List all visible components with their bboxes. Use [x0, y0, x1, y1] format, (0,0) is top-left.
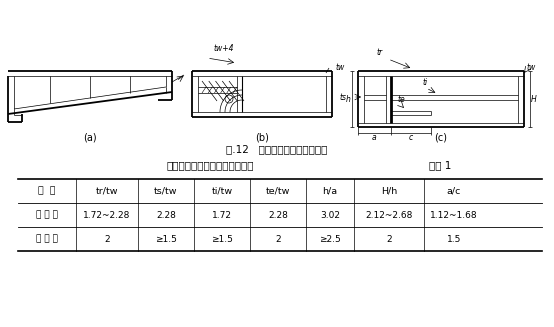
Text: te: te	[398, 95, 406, 104]
Text: tw: tw	[336, 62, 345, 72]
Text: 突变截面处各几何参数的优化解: 突变截面处各几何参数的优化解	[166, 160, 254, 170]
Text: 1.12~1.68: 1.12~1.68	[430, 211, 478, 219]
Text: 附表 1: 附表 1	[429, 160, 451, 170]
Text: te/tw: te/tw	[266, 186, 290, 196]
Text: ≥2.5: ≥2.5	[319, 234, 341, 244]
Text: 图.12   变截面吊车梁的端部节点: 图.12 变截面吊车梁的端部节点	[227, 144, 327, 154]
Text: ≥1.5: ≥1.5	[155, 234, 177, 244]
Text: H/h: H/h	[381, 186, 397, 196]
Text: (a): (a)	[83, 132, 97, 142]
Text: ti: ti	[423, 78, 428, 87]
Text: 参  数: 参 数	[38, 186, 56, 196]
Text: h: h	[346, 95, 351, 104]
Text: 2.28: 2.28	[156, 211, 176, 219]
Text: 1.72~2.28: 1.72~2.28	[83, 211, 131, 219]
Text: 建 议 值: 建 议 值	[36, 234, 58, 244]
Text: tw+4: tw+4	[214, 44, 234, 53]
Text: H: H	[531, 95, 537, 104]
Text: a/c: a/c	[447, 186, 461, 196]
Text: ts/tw: ts/tw	[154, 186, 178, 196]
Text: 2.12~2.68: 2.12~2.68	[365, 211, 413, 219]
Text: (c): (c)	[434, 132, 448, 142]
Text: tw: tw	[527, 62, 536, 72]
Text: ti/tw: ti/tw	[212, 186, 233, 196]
Text: 2: 2	[386, 234, 392, 244]
Text: 2.28: 2.28	[268, 211, 288, 219]
Text: 2: 2	[275, 234, 281, 244]
Text: 优 化 解: 优 化 解	[36, 211, 58, 219]
Text: ≥1.5: ≥1.5	[211, 234, 233, 244]
Text: c: c	[409, 133, 413, 143]
Text: 2: 2	[104, 234, 110, 244]
Text: 3.02: 3.02	[320, 211, 340, 219]
Text: (b): (b)	[255, 132, 269, 142]
Text: h/a: h/a	[322, 186, 337, 196]
Text: ts: ts	[340, 94, 347, 102]
Text: a: a	[372, 133, 377, 143]
Text: tr: tr	[377, 48, 383, 57]
Text: 1.5: 1.5	[447, 234, 461, 244]
Text: 1.72: 1.72	[212, 211, 232, 219]
Text: tr/tw: tr/tw	[96, 186, 118, 196]
